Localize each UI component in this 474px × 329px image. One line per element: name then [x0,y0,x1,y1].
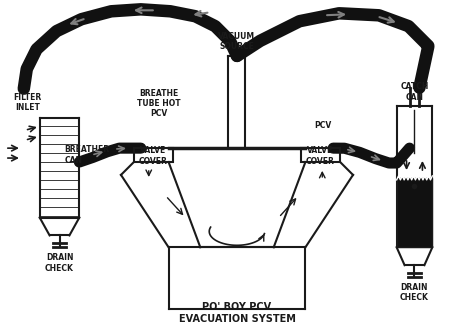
Text: DRAIN
CHECK: DRAIN CHECK [400,283,429,302]
Text: CATCH
CAN: CATCH CAN [401,82,428,102]
Text: PO' BOY PCV
EVACUATION SYSTEM: PO' BOY PCV EVACUATION SYSTEM [179,302,295,324]
Text: VALVE
COVER: VALVE COVER [306,146,335,166]
Text: PCV: PCV [314,121,332,130]
Text: BREATHER
CAN: BREATHER CAN [64,145,109,165]
Text: FILTER
INLET: FILTER INLET [14,93,42,113]
Text: BREATHE
TUBE HOT
PCV: BREATHE TUBE HOT PCV [137,89,181,118]
Text: VALVE
COVER: VALVE COVER [138,146,167,166]
Text: DRAIN
CHECK: DRAIN CHECK [45,253,74,273]
Polygon shape [397,178,432,247]
Text: VACUUM
SOURCE: VACUUM SOURCE [218,32,255,51]
